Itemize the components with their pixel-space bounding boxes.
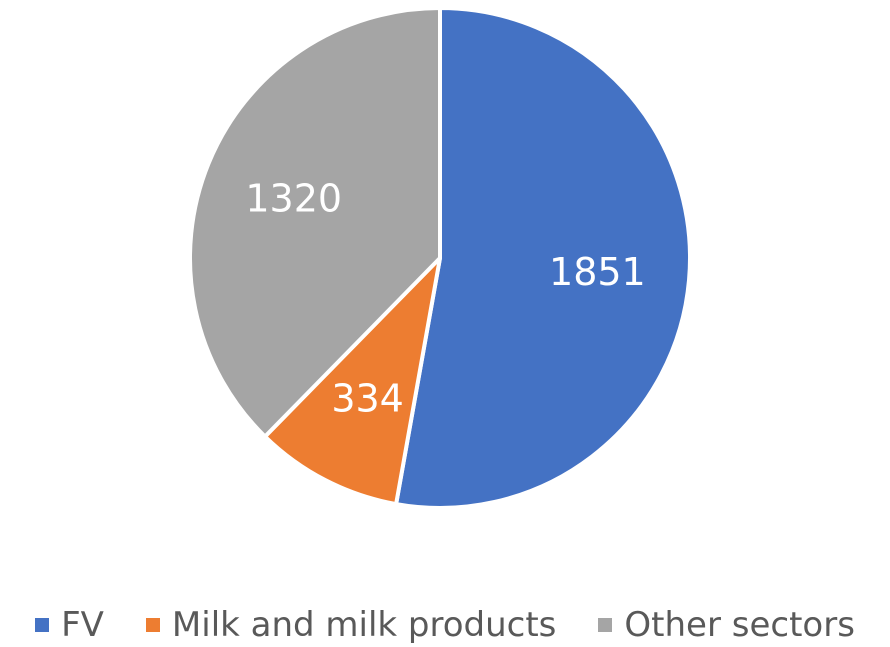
data-label-fv: 1851 [549, 250, 646, 294]
legend-item-other: Other sectors [598, 605, 855, 645]
chart-legend: FV Milk and milk products Other sectors [0, 605, 890, 645]
legend-label-milk: Milk and milk products [171, 605, 557, 645]
pie-slice-fv [394, 6, 692, 510]
legend-item-fv: FV [35, 605, 104, 645]
data-label-other-sectors: 1320 [245, 176, 342, 220]
legend-swatch-milk [145, 618, 160, 632]
pie-slice-milk-and-milk-products [263, 256, 442, 507]
legend-swatch-other [598, 618, 613, 632]
pie-slice-other-sectors [188, 6, 442, 439]
data-label-milk-and-milk-products: 334 [331, 376, 404, 420]
legend-swatch-fv [35, 618, 50, 632]
legend-label-other: Other sectors [624, 605, 855, 645]
legend-item-milk: Milk and milk products [145, 605, 557, 645]
legend-label-fv: FV [61, 605, 104, 645]
